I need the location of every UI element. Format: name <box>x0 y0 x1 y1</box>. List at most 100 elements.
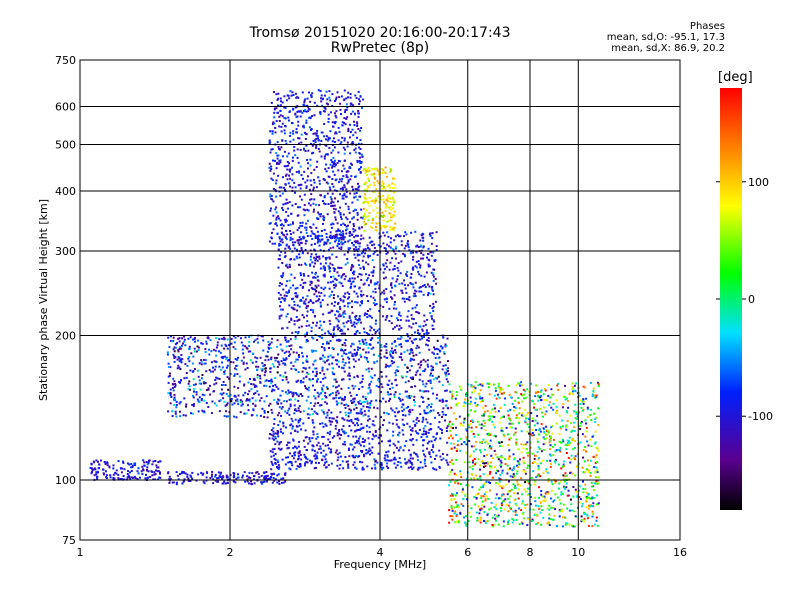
data-point <box>408 425 411 428</box>
data-point <box>269 370 272 373</box>
data-point <box>486 474 489 477</box>
data-point <box>283 351 286 354</box>
data-point <box>435 249 438 252</box>
data-point <box>332 348 335 350</box>
data-point <box>368 211 371 214</box>
data-point <box>509 506 511 509</box>
data-point <box>570 458 573 461</box>
data-point <box>252 352 255 355</box>
data-point <box>553 499 556 502</box>
data-point <box>558 482 561 485</box>
data-point <box>332 332 335 335</box>
data-point <box>208 353 211 356</box>
data-point <box>347 463 350 466</box>
data-point <box>344 148 346 151</box>
data-point <box>351 141 354 144</box>
data-point <box>302 361 305 364</box>
data-point <box>521 400 524 403</box>
data-point <box>538 408 541 410</box>
data-point <box>334 234 337 237</box>
data-point <box>281 276 284 279</box>
data-point <box>363 189 366 192</box>
data-point <box>215 404 218 407</box>
data-point <box>340 366 343 369</box>
data-point <box>106 462 109 464</box>
data-point <box>494 435 497 438</box>
data-point <box>409 351 412 354</box>
data-point <box>304 242 307 245</box>
data-point <box>307 202 310 205</box>
data-point <box>360 411 363 414</box>
data-point <box>319 335 321 338</box>
data-point <box>540 423 543 426</box>
data-point <box>427 265 430 268</box>
data-point <box>379 390 382 393</box>
data-point <box>237 356 239 359</box>
data-point <box>494 410 497 413</box>
data-point <box>400 356 403 359</box>
data-point <box>371 451 374 454</box>
data-point <box>356 351 358 354</box>
data-point <box>279 194 282 197</box>
data-point <box>430 405 433 408</box>
data-point <box>485 520 488 523</box>
data-point <box>327 117 330 120</box>
data-point <box>244 391 247 394</box>
data-point <box>409 466 412 468</box>
data-point <box>495 493 498 496</box>
data-point <box>407 380 410 383</box>
data-point <box>430 315 433 318</box>
data-point <box>499 445 502 448</box>
data-point <box>470 420 472 422</box>
data-point <box>301 91 304 94</box>
data-point <box>291 91 294 94</box>
data-point <box>420 364 423 367</box>
data-point <box>404 244 407 247</box>
data-point <box>183 340 186 343</box>
data-point <box>319 445 322 448</box>
data-point <box>390 382 393 385</box>
data-point <box>244 336 247 339</box>
data-point <box>311 378 314 380</box>
data-point <box>336 162 339 164</box>
data-point <box>473 458 476 460</box>
data-point <box>336 318 339 321</box>
data-point <box>347 129 350 132</box>
data-point <box>468 426 471 429</box>
data-point <box>422 416 425 419</box>
data-point <box>331 356 334 359</box>
data-point <box>183 478 186 481</box>
data-point <box>262 349 265 352</box>
data-point <box>520 412 523 415</box>
data-point <box>168 346 171 349</box>
data-point <box>261 369 264 372</box>
data-point <box>432 328 435 330</box>
data-point <box>576 415 579 418</box>
data-point <box>412 420 415 423</box>
data-point <box>313 101 316 104</box>
data-point <box>288 304 291 307</box>
data-point <box>424 360 427 363</box>
data-point <box>255 360 258 363</box>
data-point <box>322 343 324 345</box>
data-point <box>339 339 342 342</box>
data-point <box>360 153 363 156</box>
data-point <box>239 411 242 414</box>
data-point <box>340 170 343 173</box>
data-point <box>337 151 340 154</box>
data-point <box>475 448 477 451</box>
data-point <box>562 403 565 406</box>
data-point <box>396 278 399 281</box>
data-point <box>574 458 577 461</box>
data-point <box>308 126 311 129</box>
data-point <box>398 343 401 346</box>
data-point <box>289 391 292 393</box>
data-point <box>451 437 454 440</box>
data-point <box>392 227 395 230</box>
data-point <box>302 250 305 253</box>
data-point <box>309 198 312 201</box>
data-point <box>410 429 413 431</box>
data-point <box>411 408 414 411</box>
data-point <box>313 395 315 398</box>
data-point <box>350 394 353 397</box>
